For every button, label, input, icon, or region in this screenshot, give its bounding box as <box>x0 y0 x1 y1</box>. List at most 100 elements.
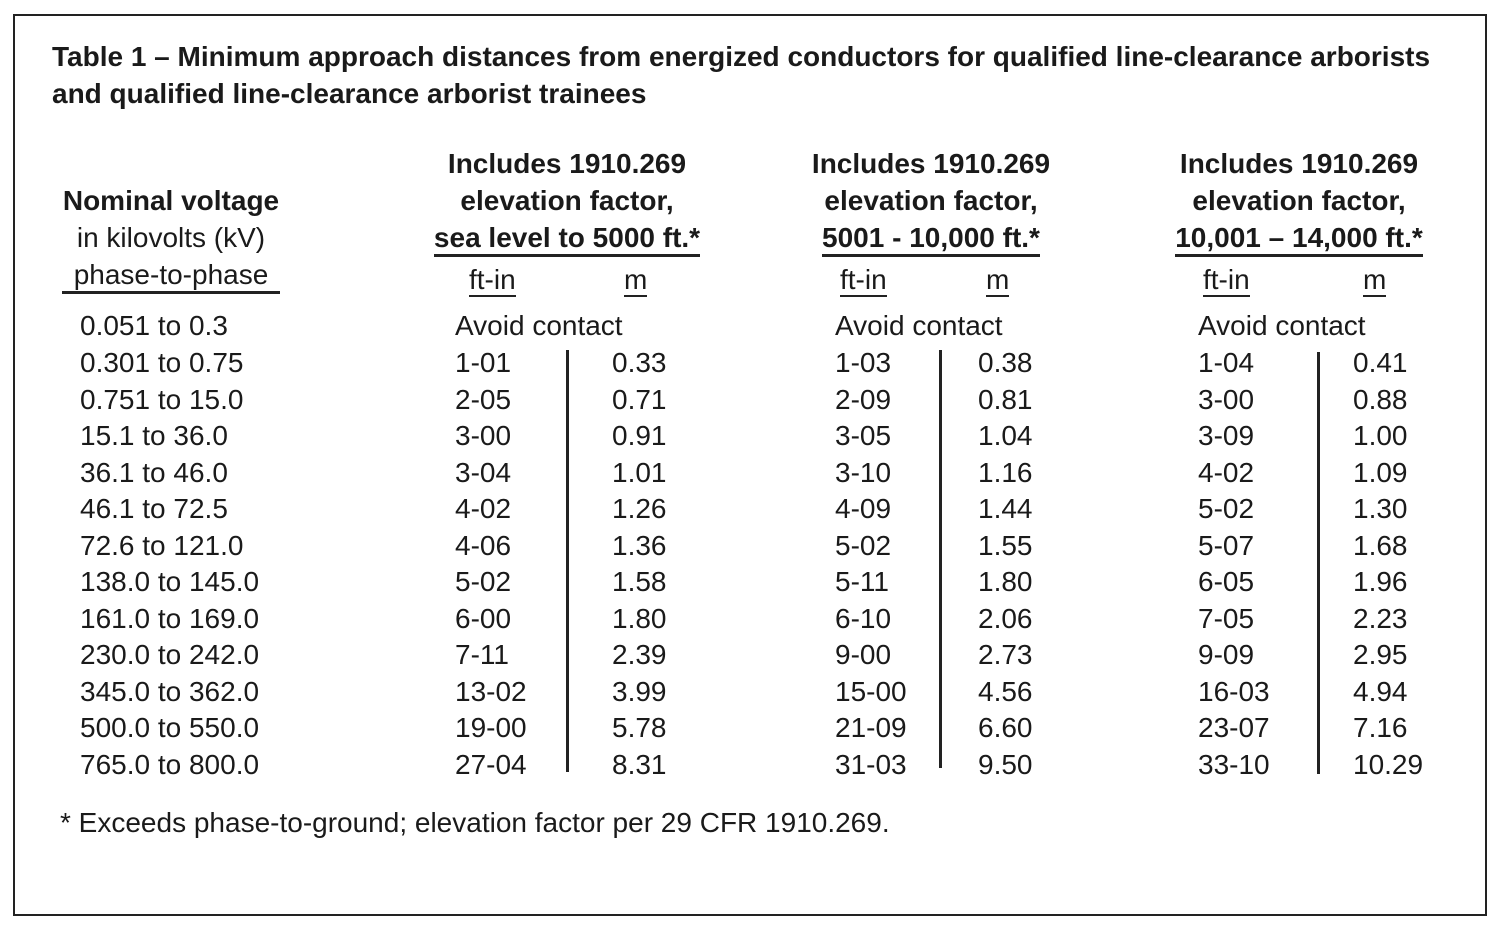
meters-cell: 0.71 <box>612 383 667 415</box>
column-divider <box>566 350 569 772</box>
ft-in-cell: 1-03 <box>835 347 892 378</box>
group-header-line2: elevation factor, <box>1192 185 1406 216</box>
ft-in-cell: 5-02 <box>455 566 512 597</box>
unit-ft-in-header: ft-in <box>840 264 887 297</box>
unit-m-header: m <box>624 264 648 297</box>
meters-cell: 2.23 <box>1353 602 1408 634</box>
voltage-header-line1: Nominal voltage <box>62 185 280 216</box>
voltage-cell: 36.1 to 46.0 <box>80 456 228 488</box>
meters-cell: 9.50 <box>978 748 1033 780</box>
meters-cell: 1.80 <box>978 566 1033 597</box>
meters-cell: 0.33 <box>612 347 667 378</box>
ft-in-cell: 3-04 <box>455 456 512 488</box>
meters-cell: 1.04 <box>978 420 1033 451</box>
ft-in-cell: 19-00 <box>455 712 527 743</box>
group-header-range: 5001 - 10,000 ft.* <box>822 221 1040 257</box>
avoid-contact-cell: Avoid contact <box>835 310 1003 341</box>
voltage-header-line2: in kilovolts (kV) <box>76 222 266 253</box>
meters-cell: 7.16 <box>1353 712 1408 743</box>
meters-cell: 2.73 <box>978 639 1033 670</box>
group-header-line2: elevation factor, <box>460 185 674 216</box>
ft-in-cell: 4-02 <box>1198 456 1255 488</box>
voltage-cell: 230.0 to 242.0 <box>80 639 260 670</box>
unit-ft-in-header: ft-in <box>469 264 516 297</box>
ft-in-cell: 21-09 <box>835 712 907 743</box>
ft-in-cell: 13-02 <box>455 675 527 707</box>
meters-cell: 1.09 <box>1353 456 1408 488</box>
avoid-contact-cell: Avoid contact <box>455 310 623 341</box>
voltage-cell: 0.051 to 0.3 <box>80 310 228 341</box>
meters-cell: 1.36 <box>612 529 667 561</box>
group-header-sea-level: Includes 1910.269 elevation factor, sea … <box>383 145 751 257</box>
voltage-cell: 345.0 to 362.0 <box>80 675 260 707</box>
meters-cell: 2.39 <box>612 639 667 670</box>
meters-cell: 1.55 <box>978 529 1033 561</box>
ft-in-cell: 6-10 <box>835 602 892 634</box>
ft-in-cell: 7-11 <box>455 639 509 670</box>
unit-ft-in-header: ft-in <box>1203 264 1250 297</box>
ft-in-cell: 6-00 <box>455 602 512 634</box>
ft-in-cell: 15-00 <box>835 675 907 707</box>
voltage-cell: 0.301 to 0.75 <box>80 347 244 378</box>
meters-cell: 0.41 <box>1353 347 1408 378</box>
ft-in-cell: 2-09 <box>835 383 892 415</box>
voltage-cell: 765.0 to 800.0 <box>80 748 260 780</box>
meters-cell: 6.60 <box>978 712 1033 743</box>
voltage-header-line3: phase-to-phase <box>61 258 281 294</box>
ft-in-cell: 9-00 <box>835 639 892 670</box>
meters-cell: 1.44 <box>978 493 1033 524</box>
ft-in-cell: 4-06 <box>455 529 512 561</box>
group-header-line1: Includes 1910.269 <box>1179 148 1419 179</box>
voltage-cell: 500.0 to 550.0 <box>80 712 260 743</box>
ft-in-cell: 5-11 <box>835 566 889 597</box>
ft-in-cell: 3-00 <box>455 420 512 451</box>
ft-in-cell: 3-05 <box>835 420 892 451</box>
unit-m-header: m <box>986 264 1010 297</box>
group-header-line1: Includes 1910.269 <box>811 148 1051 179</box>
meters-cell: 0.38 <box>978 347 1033 378</box>
ft-in-cell: 16-03 <box>1198 675 1270 707</box>
meters-cell: 1.16 <box>978 456 1033 488</box>
voltage-cell: 46.1 to 72.5 <box>80 493 228 524</box>
table-frame <box>13 14 1487 916</box>
meters-cell: 2.95 <box>1353 639 1408 670</box>
group-header-line2: elevation factor, <box>824 185 1038 216</box>
footnote: * Exceeds phase-to-ground; elevation fac… <box>60 807 890 838</box>
ft-in-cell: 27-04 <box>455 748 527 780</box>
meters-cell: 4.94 <box>1353 675 1408 707</box>
ft-in-cell: 6-05 <box>1198 566 1255 597</box>
ft-in-cell: 5-07 <box>1198 529 1255 561</box>
ft-in-cell: 9-09 <box>1198 639 1255 670</box>
column-divider <box>1317 352 1320 774</box>
meters-cell: 0.81 <box>978 383 1033 415</box>
meters-cell: 1.00 <box>1353 420 1408 451</box>
ft-in-cell: 1-04 <box>1198 347 1255 378</box>
ft-in-cell: 5-02 <box>835 529 892 561</box>
meters-cell: 2.06 <box>978 602 1033 634</box>
ft-in-cell: 4-02 <box>455 493 512 524</box>
meters-cell: 10.29 <box>1353 748 1424 780</box>
voltage-cell: 15.1 to 36.0 <box>80 420 228 451</box>
voltage-cell: 138.0 to 145.0 <box>80 566 260 597</box>
group-header-range: sea level to 5000 ft.* <box>433 221 701 257</box>
meters-cell: 4.56 <box>978 675 1033 707</box>
ft-in-cell: 3-09 <box>1198 420 1255 451</box>
avoid-contact-cell: Avoid contact <box>1198 310 1366 341</box>
meters-cell: 1.01 <box>612 456 667 488</box>
ft-in-cell: 1-01 <box>455 347 512 378</box>
column-divider <box>939 350 942 768</box>
ft-in-cell: 5-02 <box>1198 493 1255 524</box>
meters-cell: 8.31 <box>612 748 667 780</box>
ft-in-cell: 33-10 <box>1198 748 1270 780</box>
meters-cell: 1.80 <box>612 602 667 634</box>
voltage-cell: 72.6 to 121.0 <box>80 529 244 561</box>
ft-in-cell: 4-09 <box>835 493 892 524</box>
voltage-cell: 0.751 to 15.0 <box>80 383 244 415</box>
ft-in-cell: 2-05 <box>455 383 512 415</box>
meters-cell: 1.68 <box>1353 529 1408 561</box>
meters-cell: 0.91 <box>612 420 667 451</box>
voltage-cell: 161.0 to 169.0 <box>80 602 260 634</box>
unit-m-header: m <box>1363 264 1387 297</box>
meters-cell: 3.99 <box>612 675 667 707</box>
meters-cell: 1.96 <box>1353 566 1408 597</box>
